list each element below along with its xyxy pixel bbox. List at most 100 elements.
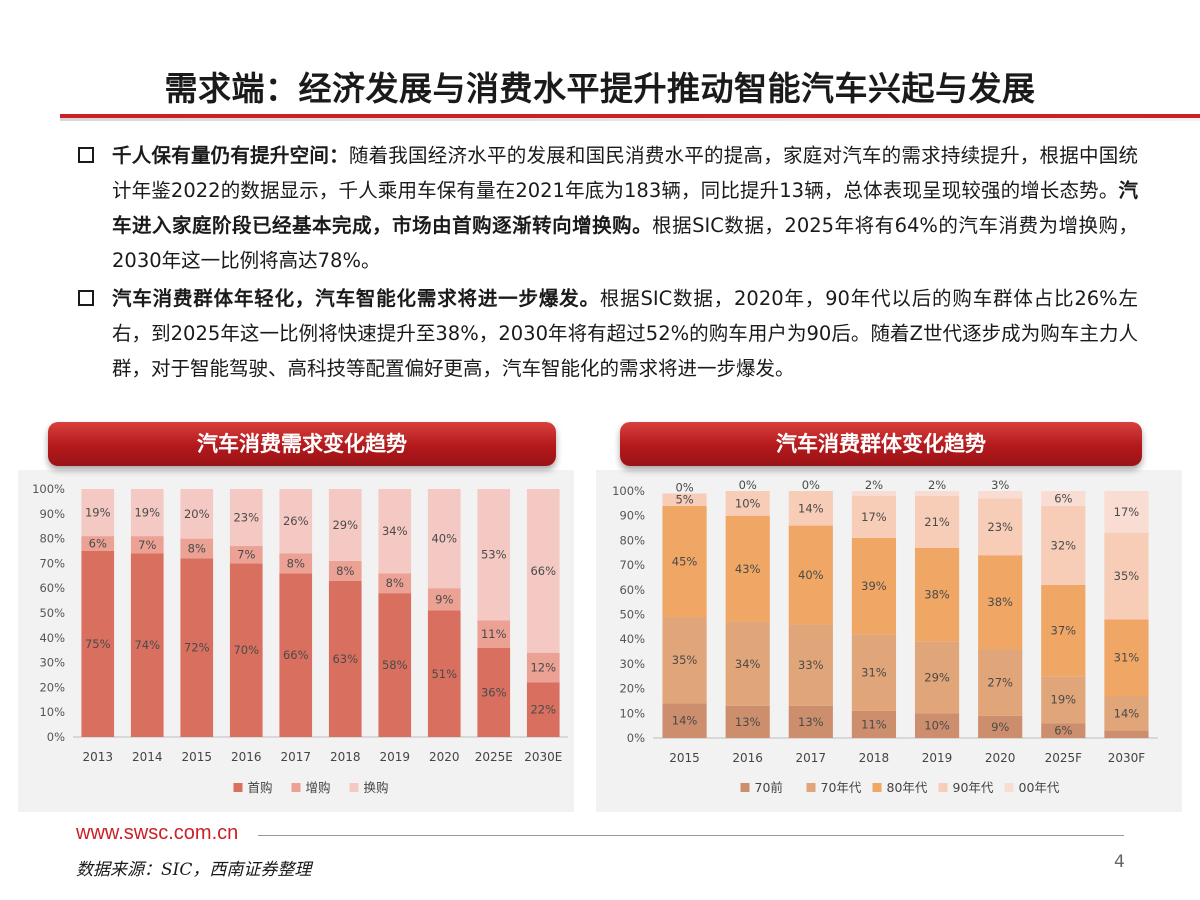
legend-label: 70前 <box>755 780 783 795</box>
bar-segment <box>229 546 263 564</box>
data-label: 74% <box>134 638 160 652</box>
data-label: 6% <box>1054 491 1072 505</box>
y-tick-label: 30% <box>39 656 65 670</box>
data-label: 38% <box>924 588 950 602</box>
bullet-bold-text: 千人保有量仍有提升空间： <box>112 144 349 167</box>
y-tick-label: 70% <box>619 558 645 572</box>
data-label: 17% <box>861 510 887 524</box>
data-label: 17% <box>1114 505 1140 519</box>
legend-swatch <box>938 783 948 792</box>
square-bullet-icon <box>78 147 94 163</box>
y-tick-label: 0% <box>47 730 65 744</box>
data-label: 21% <box>924 515 950 529</box>
footer-url[interactable]: www.swsc.com.cn <box>76 822 239 844</box>
data-label: 40% <box>431 532 457 546</box>
bar-segment <box>229 563 263 737</box>
y-tick-label: 60% <box>619 583 645 597</box>
data-label: 6% <box>1054 724 1072 738</box>
x-tick-label: 2013 <box>82 750 113 764</box>
bar-segment <box>477 489 511 621</box>
data-label: 35% <box>1114 569 1140 583</box>
legend-swatch <box>233 783 243 792</box>
y-tick-label: 40% <box>39 631 65 645</box>
x-tick-label: 2018 <box>859 751 890 765</box>
bar-segment <box>851 495 897 538</box>
bar-segment <box>1041 505 1086 585</box>
legend-label: 80年代 <box>887 780 928 795</box>
data-label: 38% <box>987 595 1013 609</box>
data-label: 12% <box>530 661 556 675</box>
bar-segment <box>180 558 214 737</box>
data-label: 9% <box>991 720 1009 734</box>
bar-segment <box>662 505 707 617</box>
x-tick-label: 2019 <box>379 750 410 764</box>
legend-label: 70年代 <box>821 780 862 795</box>
data-label: 66% <box>283 648 309 662</box>
data-label: 58% <box>382 658 408 672</box>
bar-segment <box>130 536 164 554</box>
legend-swatch <box>806 783 816 792</box>
data-label: 13% <box>798 715 824 729</box>
bar-segment <box>1104 730 1149 738</box>
bullet-bold-text: 汽车消费群体年轻化，汽车智能化需求将进一步爆发。 <box>112 287 600 310</box>
data-label: 8% <box>287 556 305 570</box>
data-label: 8% <box>386 576 404 590</box>
data-label: 31% <box>861 666 887 680</box>
data-label: 32% <box>1051 538 1077 552</box>
bar-segment <box>526 652 560 683</box>
y-tick-label: 100% <box>612 484 645 498</box>
data-label: 10% <box>924 719 950 733</box>
data-label: 9% <box>435 592 453 606</box>
legend-swatch <box>291 783 301 792</box>
x-tick-label: 2015 <box>669 751 700 765</box>
bar-segment <box>914 713 960 738</box>
data-label: 7% <box>138 538 156 552</box>
bar-segment <box>978 491 1023 499</box>
bar-segment <box>427 610 461 737</box>
bar-segment <box>526 489 560 653</box>
x-tick-label: 2019 <box>922 751 953 765</box>
x-tick-label: 2025F <box>1045 751 1083 765</box>
x-tick-label: 2017 <box>280 750 311 764</box>
data-label: 51% <box>431 667 457 681</box>
x-tick-label: 2014 <box>132 750 163 764</box>
bullet-body-text: 随着我国经济水平的发展和国民消费水平的提高，家庭对汽车的需求持续提升，根据中国统… <box>112 144 1138 202</box>
bar-segment <box>81 536 115 551</box>
bar-segment <box>788 525 833 625</box>
bar-segment <box>662 493 707 506</box>
bar-segment <box>279 553 313 574</box>
data-label: 14% <box>1114 706 1140 720</box>
bullet-2: 汽车消费群体年轻化，汽车智能化需求将进一步爆发。根据SIC数据，2020年，90… <box>78 281 1138 386</box>
x-tick-label: 2030E <box>524 750 562 764</box>
data-label: 23% <box>987 520 1013 534</box>
y-tick-label: 80% <box>619 533 645 547</box>
data-label: 11% <box>861 717 887 731</box>
bullet-1: 千人保有量仍有提升空间：随着我国经济水平的发展和国民消费水平的提高，家庭对汽车的… <box>78 138 1138 278</box>
data-label: 39% <box>861 579 887 593</box>
bar-segment <box>378 489 412 574</box>
y-tick-label: 80% <box>39 532 65 546</box>
footer-divider <box>258 835 1124 836</box>
bullet-bold-text: 汽车进入家庭阶段已经基本完成，市场由首购逐渐转向增换购。 <box>112 179 1138 237</box>
demand-trend-chart: 0% 10% 20% 30% 40% 50% 60% 70% 80% 90% 100% 75% 6% 19… <box>32 482 568 795</box>
data-label: 34% <box>735 657 761 671</box>
data-label: 8% <box>336 564 354 578</box>
bar-segment <box>1041 723 1086 738</box>
data-label: 23% <box>233 511 259 525</box>
data-label: 27% <box>987 675 1013 689</box>
bar-segment <box>725 515 770 622</box>
x-tick-label: 2018 <box>330 750 361 764</box>
data-label: 53% <box>481 548 507 562</box>
page-number: 4 <box>1114 852 1125 872</box>
legend-swatch <box>872 783 882 792</box>
bar-segment <box>978 715 1023 738</box>
bar-segment <box>328 489 362 561</box>
bar-segment <box>1104 619 1149 697</box>
bar-segment <box>279 573 313 737</box>
data-label: 14% <box>798 501 824 515</box>
bar-segment <box>978 649 1023 716</box>
y-tick-label: 20% <box>39 680 65 694</box>
x-tick-label: 2017 <box>796 751 827 765</box>
data-label: 6% <box>89 537 107 551</box>
x-tick-label: 2020 <box>429 750 460 764</box>
